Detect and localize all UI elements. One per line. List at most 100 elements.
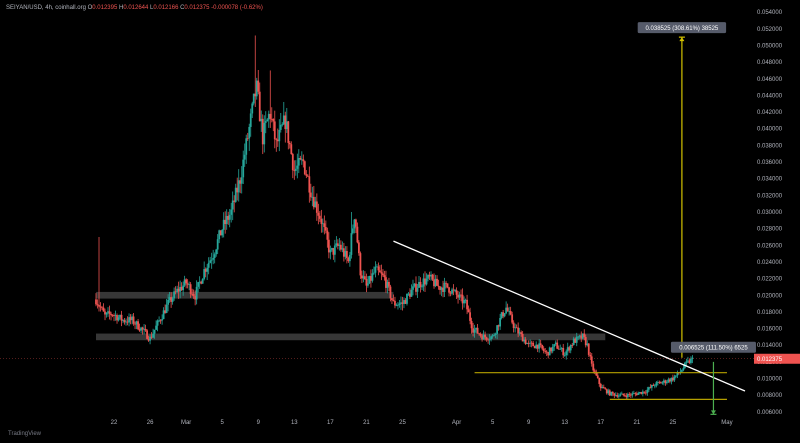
candle-body xyxy=(566,347,569,352)
candle-body xyxy=(389,286,392,299)
candle-body xyxy=(150,336,153,338)
candle-body xyxy=(493,334,496,336)
candle-body xyxy=(158,320,160,322)
candle-body xyxy=(395,305,398,307)
price-tick-label: 0.046000 xyxy=(757,77,783,83)
candle-body xyxy=(149,336,151,341)
candle-body xyxy=(376,266,378,268)
candle-body xyxy=(156,320,159,326)
last-price-badge[interactable] xyxy=(754,353,800,364)
candle-body xyxy=(521,333,524,342)
candle-body xyxy=(536,344,539,349)
price-axis[interactable]: 0.054000 0.052000 0.050000 0.048000 0.046000… xyxy=(754,10,800,416)
candle-body xyxy=(252,93,255,104)
candle-body xyxy=(373,272,375,274)
candle-body xyxy=(593,370,596,372)
candle-body xyxy=(691,357,694,359)
candle-body xyxy=(475,327,477,330)
candle-body xyxy=(671,377,674,381)
candle-body xyxy=(179,286,182,292)
candle-body xyxy=(535,344,538,349)
candle-body xyxy=(288,142,291,145)
candle-body xyxy=(445,282,447,284)
candle-body xyxy=(230,209,233,215)
candle-body xyxy=(687,360,689,362)
candle-body xyxy=(410,289,413,297)
candle-body xyxy=(123,320,126,323)
candle-body xyxy=(547,352,550,356)
candle-body xyxy=(494,333,497,335)
candle-body xyxy=(616,394,619,397)
candle-body xyxy=(457,294,459,298)
candle-body xyxy=(107,311,109,313)
candle-body xyxy=(584,337,587,346)
candle-body xyxy=(248,126,251,139)
candle-body xyxy=(637,392,640,395)
candle-body xyxy=(625,395,628,398)
candle-body xyxy=(589,354,592,357)
candle-body xyxy=(406,293,408,304)
candle-body xyxy=(469,312,471,321)
candle-body xyxy=(236,187,239,193)
candle-body xyxy=(311,196,314,198)
candle-body xyxy=(368,276,371,284)
time-tick-label: 21 xyxy=(633,420,640,426)
candle-body xyxy=(342,248,345,257)
candle-body xyxy=(431,274,434,280)
candle-body xyxy=(240,177,243,184)
candle-body xyxy=(159,320,162,322)
candle-body xyxy=(668,379,671,382)
candle-body xyxy=(611,391,614,394)
candle-body xyxy=(321,223,324,225)
candle-body xyxy=(538,343,541,349)
candle-body xyxy=(134,323,136,325)
candle-body xyxy=(144,328,147,331)
candle-body xyxy=(377,266,380,271)
candle-body xyxy=(279,124,282,130)
candle-body xyxy=(161,319,164,321)
measure-label-box[interactable] xyxy=(670,341,756,353)
trendline[interactable] xyxy=(393,240,746,392)
candle-body xyxy=(428,275,431,277)
candle-body xyxy=(374,266,377,273)
candle-body xyxy=(419,281,422,287)
time-tick-label: 25 xyxy=(399,420,406,426)
candle-body xyxy=(638,392,641,393)
candle-body xyxy=(628,394,631,395)
measure-label-box[interactable] xyxy=(637,22,727,34)
time-tick-label: 5 xyxy=(221,420,225,426)
candle-body xyxy=(560,348,563,349)
time-tick-label: 9 xyxy=(257,420,261,426)
candle-body xyxy=(209,260,212,263)
candle-body xyxy=(644,392,647,394)
candle-body xyxy=(215,249,218,255)
candle-body xyxy=(284,115,287,130)
tradingview-logo[interactable]: TradingView xyxy=(8,431,41,437)
candle-body xyxy=(371,273,374,281)
candle-body xyxy=(550,347,553,352)
zone-band xyxy=(96,291,394,299)
candle-body xyxy=(234,187,237,202)
candle-body xyxy=(681,370,683,372)
candle-body xyxy=(266,119,269,122)
candle-body xyxy=(335,243,338,246)
time-axis[interactable]: 22 26 Mar 5 9 13 17 21 25 Apr 5 9 13 17 21 25 May xyxy=(111,420,733,426)
candle-body xyxy=(554,342,557,345)
candle-body xyxy=(348,254,351,262)
candle-body xyxy=(203,269,206,279)
candle-body xyxy=(213,254,216,258)
chart-drawings[interactable]: 0.038525 (308.61%) 38525 0.006525 (111.50… xyxy=(0,22,756,415)
candle-body xyxy=(264,121,267,123)
candle-body xyxy=(305,174,308,176)
candle-body xyxy=(198,281,201,283)
candle-body xyxy=(379,270,381,273)
candle-body xyxy=(332,248,335,255)
candle-body xyxy=(524,339,527,345)
candle-body xyxy=(119,314,121,318)
candle-body xyxy=(667,379,670,382)
candle-body xyxy=(281,124,284,126)
candle-body xyxy=(323,223,326,228)
candle-body xyxy=(138,329,141,331)
time-tick-label: 26 xyxy=(147,420,154,426)
